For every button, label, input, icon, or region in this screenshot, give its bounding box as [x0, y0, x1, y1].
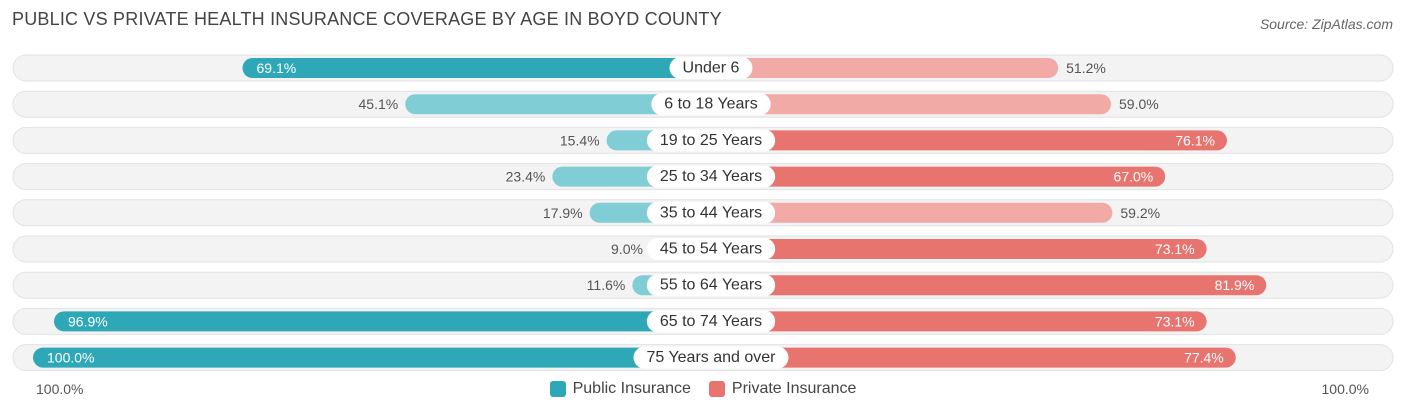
category-pill: [651, 93, 771, 116]
category-label: 6 to 18 Years: [664, 96, 757, 113]
chart-canvas: 69.1% 51.2% Under 6 45.1% 59.0% 6 to 18 Years…: [12, 54, 1394, 372]
bar-private: [711, 202, 1113, 223]
category-label: 35 to 44 Years: [660, 204, 762, 221]
category-pill: [646, 129, 776, 152]
category-label: 19 to 25 Years: [660, 132, 762, 149]
bar-public: [33, 347, 711, 368]
bar-private: [711, 311, 1207, 332]
axis-left-label: 100.0%: [36, 381, 84, 397]
category-label: 55 to 64 Years: [660, 277, 762, 294]
category-pill: [646, 310, 776, 333]
value-label-private: 59.2%: [1120, 205, 1160, 221]
category-pill: [646, 165, 776, 188]
category-pill: [669, 57, 753, 79]
value-label-private: 51.2%: [1066, 60, 1106, 76]
value-label-public: 11.6%: [587, 277, 626, 293]
category-label: Under 6: [683, 60, 740, 77]
legend-label-public: Public Insurance: [572, 380, 691, 397]
value-label-public: 100.0%: [47, 350, 94, 366]
bar-private: [711, 94, 1112, 115]
bar-private: [711, 239, 1207, 259]
bar-private: [711, 58, 1059, 78]
bar-private: [711, 166, 1166, 187]
category-pill: [646, 238, 776, 260]
value-label-public: 69.1%: [257, 60, 297, 76]
bar-private: [711, 275, 1267, 296]
bar-public: [242, 58, 711, 78]
axis-right-label: 100.0%: [1321, 381, 1369, 397]
category-pill: [646, 274, 776, 297]
legend-swatch-private: [708, 381, 725, 397]
category-label: 25 to 34 Years: [660, 168, 762, 185]
legend-label-private: Private Insurance: [731, 380, 857, 397]
value-label-public: 17.9%: [543, 205, 583, 221]
value-label-private: 73.1%: [1155, 313, 1195, 329]
legend-item-public[interactable]: Public Insurance: [549, 380, 691, 398]
value-label-public: 15.4%: [560, 132, 600, 148]
value-label-public: 23.4%: [506, 169, 546, 185]
value-label-private: 76.1%: [1175, 132, 1215, 148]
chart-title: PUBLIC VS PRIVATE HEALTH INSURANCE COVER…: [12, 9, 722, 29]
source-note: Source: ZipAtlas.com: [1259, 16, 1393, 32]
value-label-private: 73.1%: [1155, 241, 1195, 257]
bar-private: [711, 347, 1236, 368]
value-label-public: 45.1%: [359, 96, 399, 112]
legend-item-private[interactable]: Private Insurance: [708, 380, 857, 398]
value-label-private: 59.0%: [1119, 96, 1159, 112]
value-label-private: 77.4%: [1184, 350, 1224, 366]
bar-private: [711, 130, 1227, 151]
category-pill: [646, 201, 776, 224]
bar-public: [54, 311, 711, 332]
legend: Public Insurance Private Insurance: [0, 380, 1406, 398]
value-label-private: 67.0%: [1114, 169, 1154, 185]
category-label: 45 to 54 Years: [660, 241, 762, 258]
category-pill: [633, 346, 789, 369]
bar-public: [405, 94, 711, 115]
category-label: 65 to 74 Years: [660, 313, 762, 330]
value-label-public: 9.0%: [611, 241, 643, 257]
legend-swatch-public: [549, 381, 566, 397]
category-label: 75 Years and over: [647, 349, 777, 366]
value-label-private: 81.9%: [1215, 277, 1255, 293]
value-label-public: 96.9%: [68, 313, 108, 329]
